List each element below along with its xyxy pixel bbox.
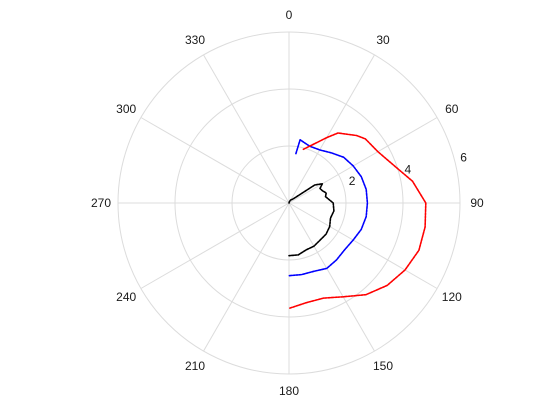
series-group (288, 132, 427, 310)
theta-tick-label: 300 (116, 102, 136, 116)
theta-tick-label: 0 (286, 8, 293, 22)
theta-tick-label: 180 (279, 384, 299, 398)
grid-spoke-240 (140, 202, 290, 289)
grid-spoke-210 (203, 202, 290, 352)
theta-tick-label: 30 (376, 33, 390, 47)
grid-spoke-300 (140, 117, 290, 204)
theta-tick-label: 330 (185, 33, 205, 47)
radius-tick-label: 4 (405, 162, 412, 176)
grid-spoke-30 (288, 54, 375, 204)
series-line-3 (288, 132, 427, 310)
theta-tick-label: 90 (470, 196, 484, 210)
grid-spoke-330 (203, 54, 290, 204)
theta-tick-label: 60 (445, 102, 459, 116)
theta-tick-label: 240 (116, 290, 136, 304)
tick-labels: 0 30 60 90 120 150 180 210 240 270 300 330 2 4 6 (91, 8, 484, 398)
series-line-1 (288, 183, 335, 257)
grid-spoke-150 (288, 202, 375, 352)
grid-spoke-60 (288, 117, 438, 204)
theta-tick-label: 150 (373, 359, 393, 373)
theta-tick-label: 210 (185, 359, 205, 373)
radius-tick-label: 6 (460, 150, 467, 164)
polar-grid (117, 31, 461, 375)
theta-tick-label: 270 (91, 196, 111, 210)
radius-tick-label: 2 (349, 174, 356, 188)
grid-spoke-120 (288, 202, 438, 289)
theta-tick-label: 120 (442, 290, 462, 304)
series-line-2 (288, 139, 369, 277)
